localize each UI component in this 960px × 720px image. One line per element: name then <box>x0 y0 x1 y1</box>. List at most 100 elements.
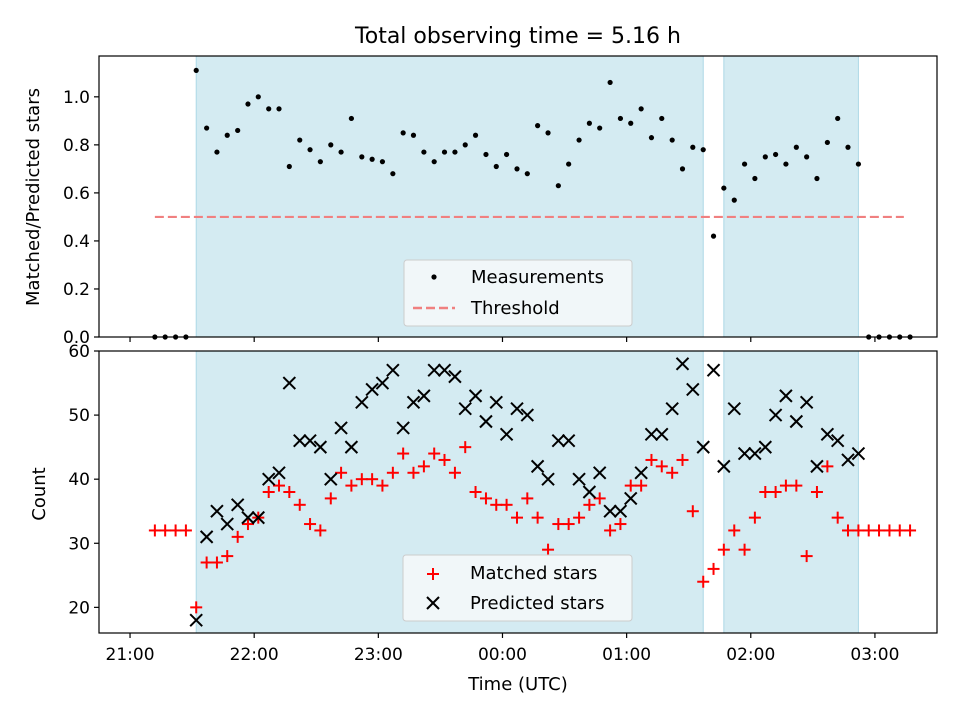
ratio-y-tick-label: 1.0 <box>63 88 90 108</box>
measurement-point <box>804 154 810 160</box>
matched-star-point <box>666 466 679 479</box>
matched-star-point <box>169 524 182 537</box>
predicted-star-point <box>799 395 814 409</box>
predicted-star-point <box>251 510 265 525</box>
matched-star-point <box>738 543 751 556</box>
ratio-y-tick-label: 0.2 <box>63 280 90 300</box>
count-panel: 20 30 40 50 60 21:00 22:00 23:00 00:00 01:00 02:0… <box>29 342 938 695</box>
predicted-star-point <box>592 466 607 480</box>
x-tick-label: 02:00 <box>726 645 775 665</box>
predicted-star-point <box>199 530 214 544</box>
measurement-point <box>535 123 541 129</box>
predicted-star-point <box>841 453 855 467</box>
measurement-point <box>214 149 220 155</box>
ratio-x-ticks <box>129 337 876 342</box>
predicted-star-point <box>820 427 835 442</box>
matched-star-point <box>407 466 420 479</box>
measurement-point <box>421 149 427 155</box>
predicted-star-point <box>520 408 535 422</box>
measurement-point <box>783 161 789 167</box>
measurement-point <box>555 183 561 189</box>
matched-star-point <box>717 543 730 556</box>
predicted-star-point <box>334 421 348 435</box>
predicted-star-point <box>293 434 307 448</box>
predicted-star-point <box>189 613 203 627</box>
matched-star-point <box>459 441 472 454</box>
measurement-point <box>731 197 737 203</box>
predicted-star-point <box>655 427 669 442</box>
measurement-point <box>814 175 820 182</box>
measurement-point <box>762 154 768 160</box>
measurement-point <box>617 115 624 122</box>
measurement-point <box>410 132 417 138</box>
matched-star-point <box>428 447 441 460</box>
predicted-star-point <box>768 408 783 422</box>
measurement-point <box>710 233 717 239</box>
measurement-points <box>152 67 913 340</box>
count-legend-box <box>402 554 633 622</box>
ratio-y-tick-label: 0.6 <box>63 184 90 204</box>
matched-star-point <box>241 518 254 531</box>
predicted-star-point <box>706 363 721 377</box>
predicted-star-point <box>644 427 659 442</box>
predicted-star-point <box>355 395 369 409</box>
matched-star-point <box>273 479 286 492</box>
matched-star-point <box>769 486 782 498</box>
matched-star-point <box>479 492 492 505</box>
measurement-point <box>245 101 251 107</box>
matched-star-point <box>790 479 803 492</box>
predicted-star-point <box>458 401 472 416</box>
predicted-star-point <box>737 446 752 461</box>
matched-star-point <box>604 524 617 537</box>
count-y-ticks: 20 30 40 50 60 <box>68 342 99 618</box>
measurement-point <box>307 147 313 153</box>
measurement-point <box>586 120 592 126</box>
count-observing-window-2 <box>723 350 859 634</box>
measurement-point <box>669 137 675 143</box>
measurement-point <box>700 147 706 153</box>
measurement-point <box>752 175 758 182</box>
count-y-tick-label: 30 <box>68 534 90 554</box>
predicted-star-point <box>344 440 359 454</box>
x-tick-label: 23:00 <box>354 645 403 665</box>
predicted-star-point <box>417 389 431 403</box>
matched-star-point <box>645 453 658 466</box>
predicted-star-point <box>572 472 586 486</box>
predicted-stars-points <box>189 357 866 627</box>
predicted-star-point <box>634 466 648 480</box>
predicted-star-point <box>779 389 793 403</box>
measurement-point <box>462 142 468 148</box>
matched-star-point <box>531 511 544 524</box>
predicted-star-point <box>603 504 617 518</box>
predicted-star-point <box>675 357 690 371</box>
count-y-tick-label: 60 <box>68 342 90 362</box>
measurement-point <box>607 79 613 86</box>
matched-star-point <box>366 473 379 486</box>
ratio-legend-box <box>403 259 633 327</box>
predicted-star-point <box>262 472 276 486</box>
matched-star-point <box>852 524 865 537</box>
measurement-point <box>793 144 799 150</box>
matched-star-point <box>583 498 596 511</box>
matched-star-point <box>707 562 720 575</box>
matched-star-point <box>883 524 896 537</box>
matched-star-point <box>304 518 317 531</box>
predicted-star-point <box>468 389 483 403</box>
matched-star-point <box>335 466 348 479</box>
predicted-star-point <box>272 466 286 480</box>
predicted-star-point <box>406 395 421 409</box>
matched-star-point <box>231 530 244 543</box>
ratio-y-tick-label: 0.0 <box>63 328 90 348</box>
measurement-point <box>400 130 406 136</box>
matched-star-point <box>386 466 399 479</box>
matched-star-point <box>686 505 699 518</box>
measurement-point <box>835 115 841 122</box>
measurement-point <box>286 163 292 170</box>
matched-star-point <box>293 498 306 511</box>
measurement-point <box>204 125 210 131</box>
matched-star-point <box>469 486 482 498</box>
predicted-star-point <box>551 434 566 448</box>
measurement-point <box>348 115 354 122</box>
predicted-star-point <box>530 459 545 474</box>
